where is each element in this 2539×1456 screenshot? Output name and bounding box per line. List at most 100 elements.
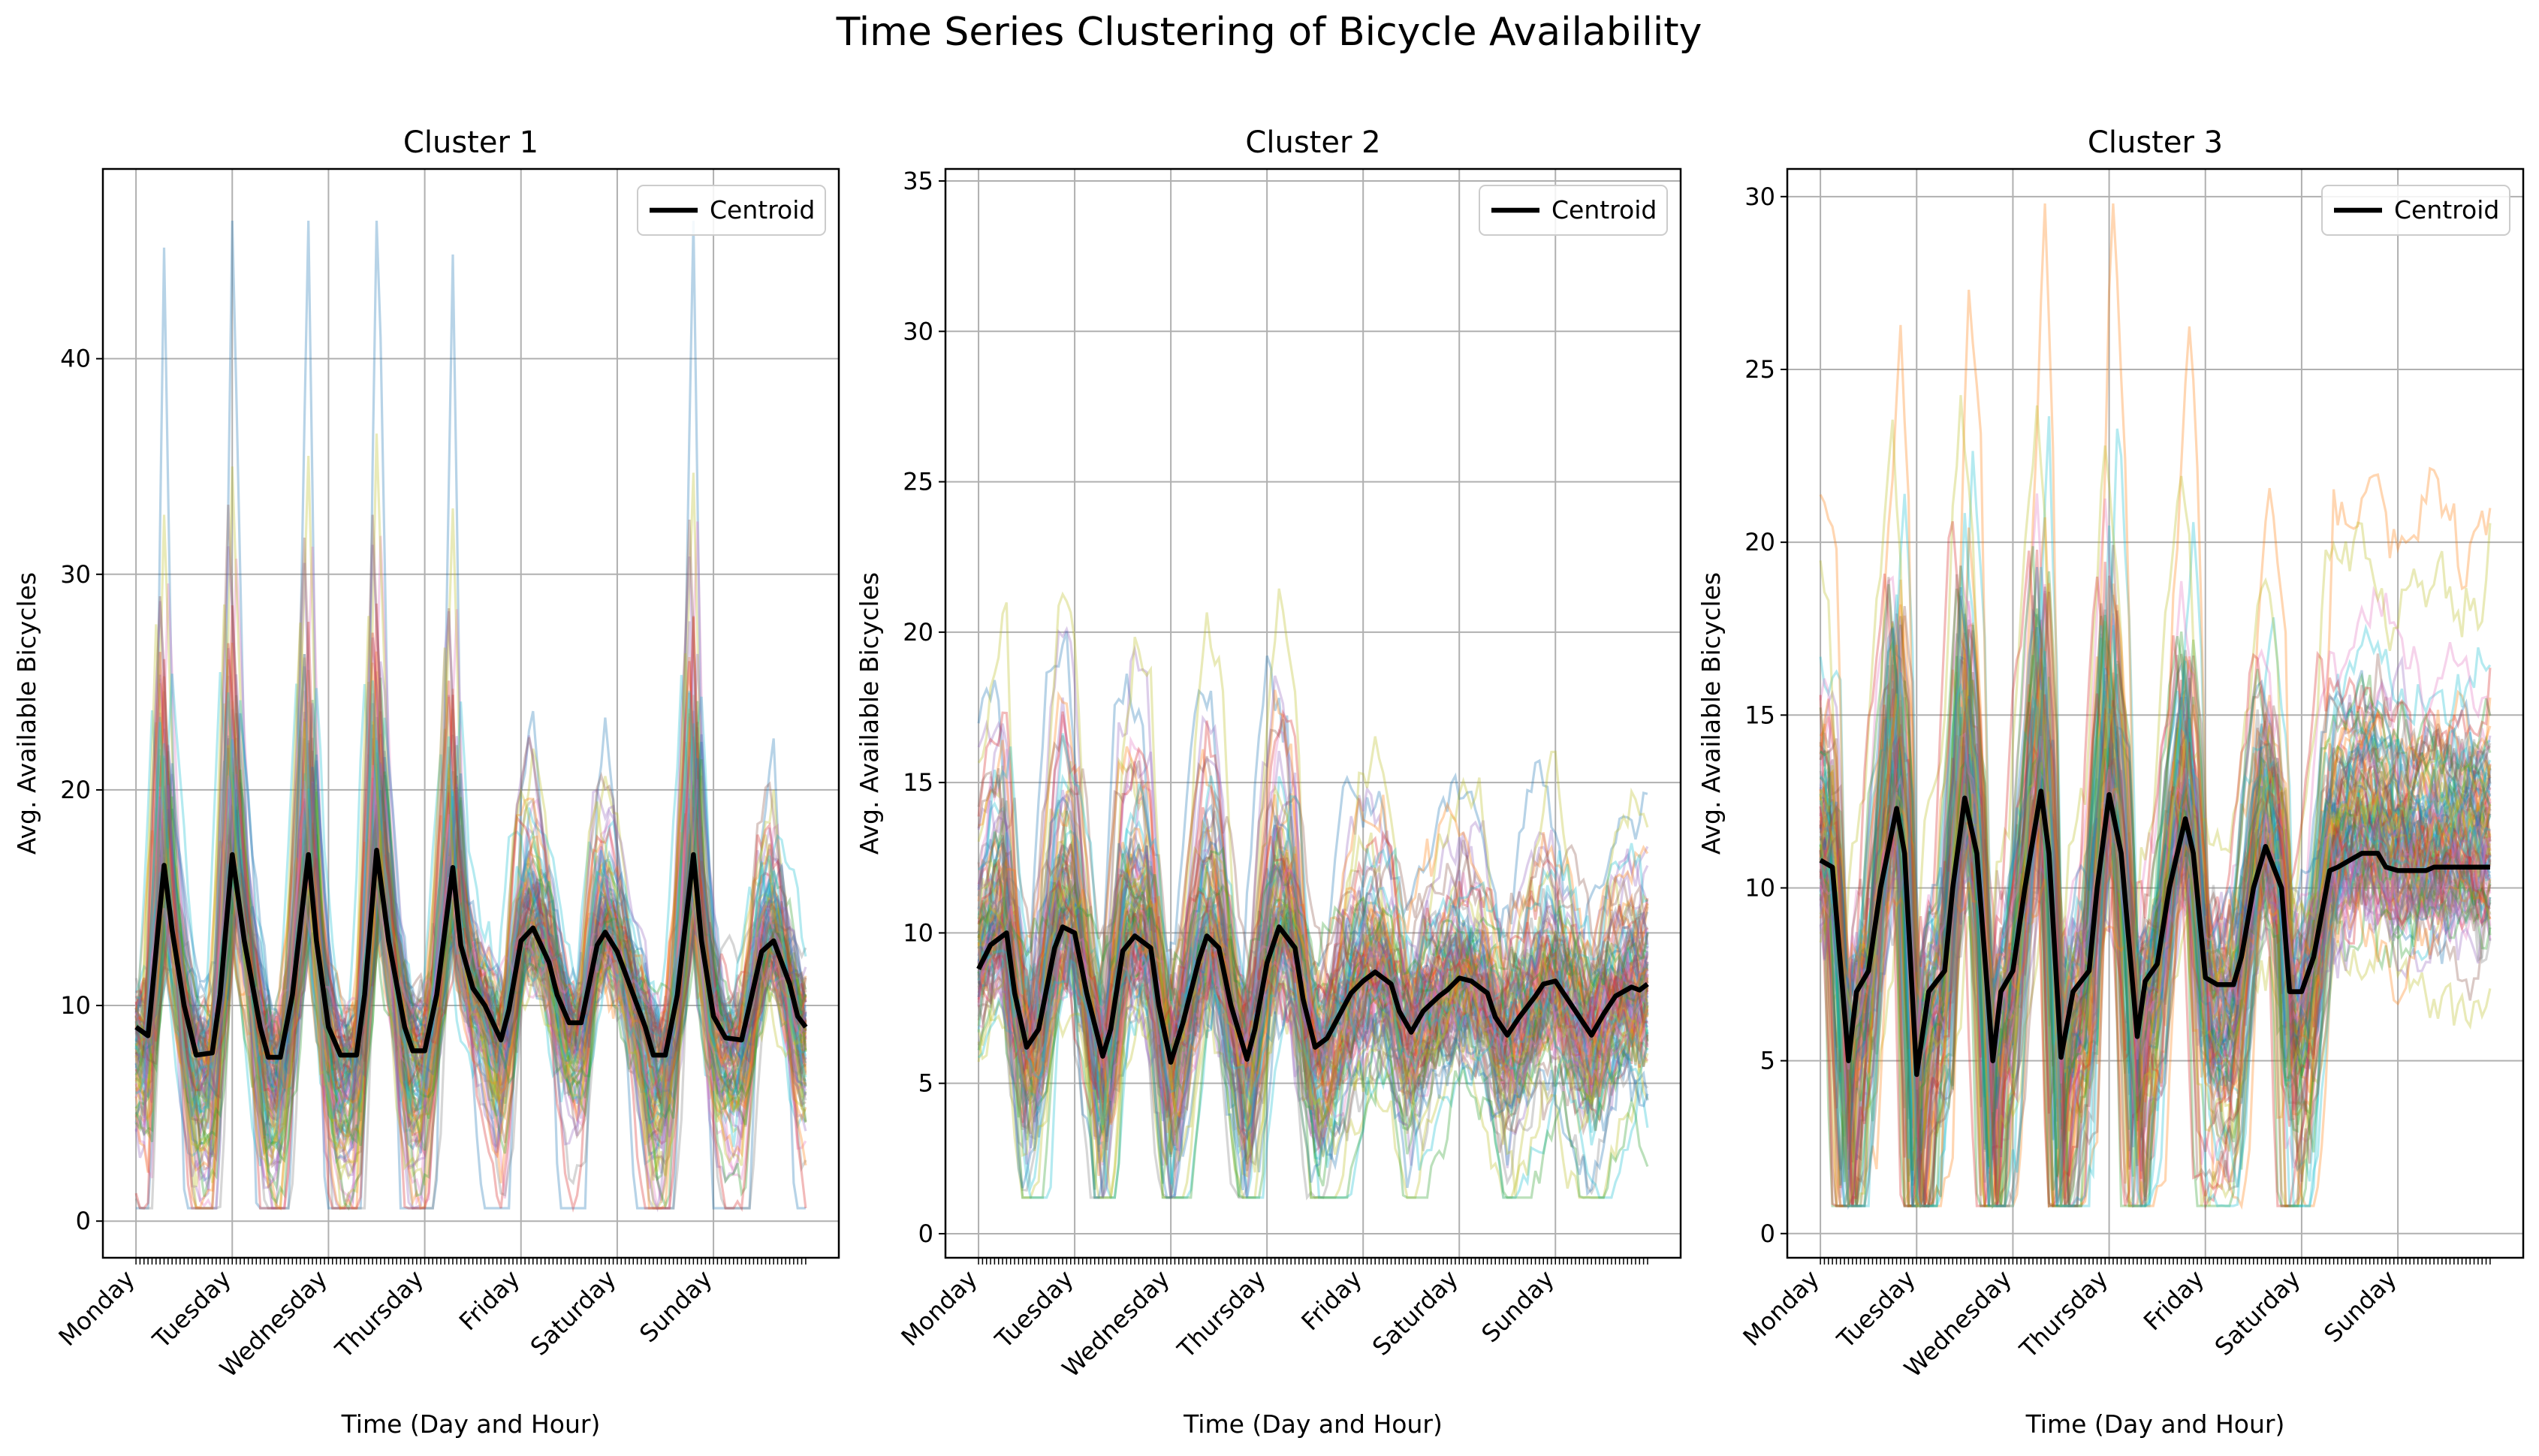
centroid-line xyxy=(976,924,1649,1065)
station-series xyxy=(1819,734,2492,1180)
station-series xyxy=(1819,831,2492,1091)
station-series xyxy=(1819,493,2492,1117)
station-series xyxy=(1819,517,2492,1207)
station-series xyxy=(977,794,1649,1177)
station-series xyxy=(1820,763,2492,1123)
station-series xyxy=(134,874,807,1067)
station-series xyxy=(1819,395,2492,1072)
station-series xyxy=(1819,742,2492,1112)
station-series xyxy=(977,842,1649,1162)
station-series xyxy=(977,921,1649,1148)
station-series xyxy=(1819,571,2492,1207)
y-tick-label: 25 xyxy=(1744,355,1775,384)
station-series xyxy=(1819,730,2492,1207)
station-series xyxy=(135,709,807,1090)
station-series xyxy=(136,220,806,1210)
station-series xyxy=(135,763,807,1110)
station-series xyxy=(1819,778,2492,1108)
centroid-line xyxy=(134,848,808,1060)
station-series xyxy=(977,800,1649,1177)
station-series xyxy=(978,929,1649,1154)
legend-box xyxy=(1479,185,1668,236)
y-tick-label: 30 xyxy=(903,317,933,345)
station-series xyxy=(1819,688,2491,1108)
station-series xyxy=(977,866,1649,1110)
station-series xyxy=(1820,713,2491,1186)
station-series xyxy=(978,884,1649,1118)
station-series xyxy=(977,897,1649,1107)
station-series xyxy=(1820,633,2492,1207)
station-series xyxy=(135,830,807,1151)
station-series xyxy=(134,816,807,1160)
station-series xyxy=(1819,550,2492,1210)
station-series xyxy=(977,909,1648,1076)
station-series xyxy=(1819,765,2492,1139)
station-series xyxy=(1819,609,2492,1129)
station-series xyxy=(134,755,807,1150)
station-series xyxy=(977,840,1649,1178)
station-series xyxy=(134,763,807,1158)
station-series xyxy=(977,922,1648,1173)
station-series xyxy=(977,898,1649,1046)
station-series xyxy=(1819,590,2492,1097)
station-series xyxy=(135,842,807,1171)
station-series xyxy=(1819,575,2491,1138)
station-series xyxy=(977,867,1649,1155)
y-tick-label: 30 xyxy=(1744,182,1775,211)
station-series xyxy=(977,911,1648,1114)
station-series xyxy=(1819,579,2492,1162)
station-series xyxy=(977,773,1649,1198)
grid xyxy=(1787,169,2523,1258)
station-series xyxy=(1819,567,2492,1064)
station-series xyxy=(977,903,1648,1122)
station-series xyxy=(134,770,807,1110)
station-series xyxy=(977,793,1649,1199)
y-axis-label: Avg. Available Bicycles xyxy=(855,572,884,855)
station-series xyxy=(1819,664,2492,1207)
station-series xyxy=(135,864,807,1096)
station-series xyxy=(134,723,806,1096)
station-series xyxy=(1820,719,2491,1207)
station-series xyxy=(977,803,1649,1152)
station-series xyxy=(977,904,1649,1092)
station-series xyxy=(1819,772,2492,1174)
station-series xyxy=(977,858,1649,1071)
y-tick-label: 5 xyxy=(918,1069,933,1098)
station-series xyxy=(1819,734,2492,1207)
station-series xyxy=(134,505,807,1154)
station-series xyxy=(1819,544,2492,1207)
station-series xyxy=(134,801,807,1046)
station-series xyxy=(134,835,807,1146)
station-series xyxy=(1819,625,2492,1159)
station-series xyxy=(1819,692,2492,1181)
panel-title: Cluster 3 xyxy=(2088,125,2223,160)
station-series xyxy=(134,798,807,1172)
station-series xyxy=(135,544,807,1126)
station-series xyxy=(1819,728,2492,1208)
station-series xyxy=(1820,773,2491,1132)
station-series xyxy=(134,818,807,1058)
panel-title: Cluster 1 xyxy=(403,125,538,160)
legend-centroid-label: Centroid xyxy=(1551,195,1657,225)
station-series xyxy=(1820,803,2492,1089)
station-series xyxy=(977,909,1649,1083)
y-tick-label: 35 xyxy=(903,167,933,195)
y-axis-label: Avg. Available Bicycles xyxy=(1696,572,1726,855)
station-series xyxy=(1819,748,2492,1177)
station-series xyxy=(134,799,807,1108)
station-series xyxy=(977,882,1648,1069)
station-series xyxy=(134,853,807,1077)
station-series xyxy=(978,884,1649,1186)
station-series xyxy=(977,876,1649,1173)
station-series xyxy=(977,826,1648,1155)
y-tick-label: 25 xyxy=(903,468,933,496)
station-series xyxy=(1819,776,2491,1064)
station-series xyxy=(134,632,807,1109)
station-series xyxy=(977,903,1649,1171)
station-series xyxy=(977,921,1649,1152)
station-series xyxy=(134,863,807,1121)
station-series xyxy=(1820,722,2492,1095)
station-series xyxy=(134,736,807,1114)
